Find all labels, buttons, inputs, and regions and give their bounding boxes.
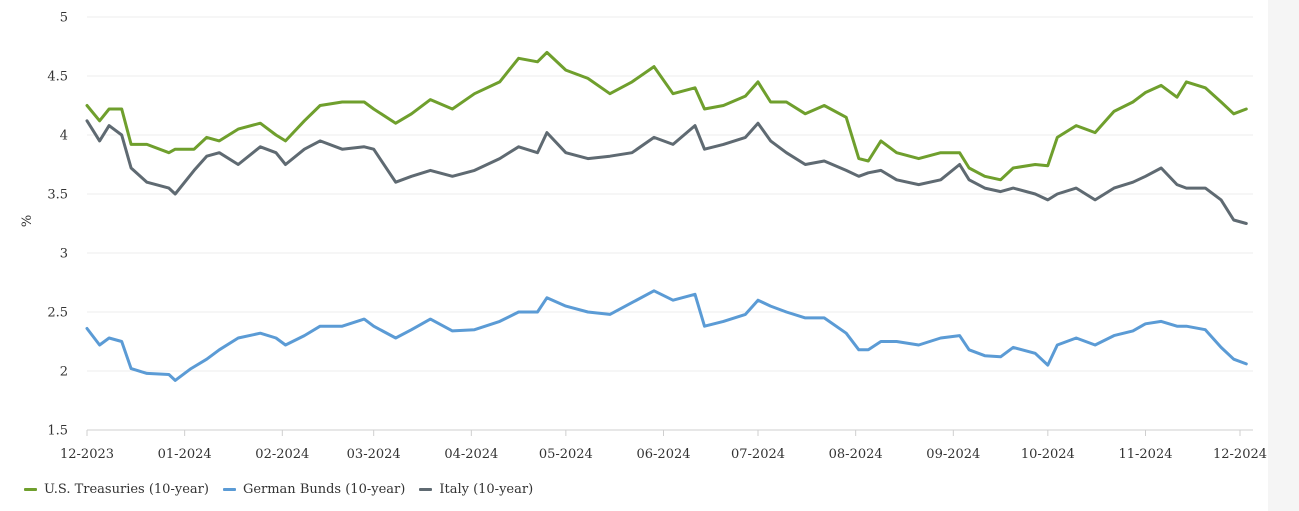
x-tick-label: 01-2024 [158,447,212,462]
legend-item-german-bunds[interactable]: German Bunds (10-year) [222,482,406,497]
y-tick-label: 3 [60,247,68,262]
x-tick-label: 09-2024 [926,447,980,462]
x-tick-label: 10-2024 [1021,447,1075,462]
x-tick-label: 02-2024 [255,447,309,462]
legend-item-italy[interactable]: Italy (10-year) [419,482,533,497]
x-tick-label: 03-2024 [347,447,401,462]
y-tick-label: 4.5 [47,70,68,85]
gridlines [87,16,1253,431]
x-tick-label: 05-2024 [539,447,593,462]
x-tick-label: 12-2023 [60,447,114,462]
series-lines [85,50,1248,382]
x-tick-label: 06-2024 [636,447,690,462]
y-tick-label: 1.5 [47,424,68,439]
legend-label-italy: Italy (10-year) [439,482,534,497]
y-tick-label: 5 [60,11,68,26]
line-chart: 1.5 2 2.5 3 3.5 4 4.5 5 12-2023 01-2024 02-2024 03… [20,11,1267,463]
right-margin-panel [1268,0,1299,511]
x-tick-label: 08-2024 [829,447,883,462]
legend-swatch-italy [419,488,433,491]
series-line-0 [85,50,1248,182]
x-tick-labels: 12-2023 01-2024 02-2024 03-2024 04-2024 05-20… [60,430,1267,462]
legend-item-us-treasuries[interactable]: U.S. Treasuries (10-year) [24,482,209,497]
y-axis-label: % [20,215,35,227]
legend-swatch-us-treasuries [24,488,37,491]
x-tick-label: 07-2024 [731,447,785,462]
x-tick-label: 11-2024 [1118,447,1172,462]
y-tick-labels: 1.5 2 2.5 3 3.5 4 4.5 5 [47,11,68,439]
y-tick-label: 3.5 [47,188,68,203]
y-tick-label: 2 [60,365,68,380]
y-tick-label: 2.5 [47,306,68,321]
legend: U.S. Treasuries (10-year) German Bunds (… [24,482,547,497]
series-line-2 [85,119,1248,225]
x-tick-label: 12-2024 [1213,447,1267,462]
x-tick-label: 04-2024 [444,447,498,462]
series-line-1 [85,289,1248,382]
legend-label-german-bunds: German Bunds (10-year) [242,482,406,497]
legend-label-us-treasuries: U.S. Treasuries (10-year) [44,482,209,497]
legend-swatch-german-bunds [222,488,236,491]
y-tick-label: 4 [60,129,68,144]
